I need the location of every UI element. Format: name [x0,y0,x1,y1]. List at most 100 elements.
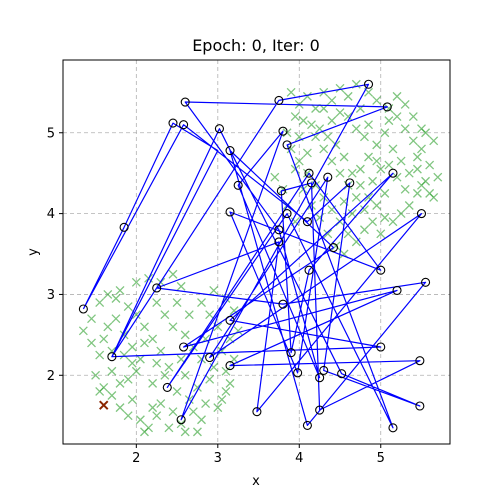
sample-point [298,116,308,126]
sample-point [372,95,382,105]
tour-node [78,304,88,314]
tour-node [176,415,186,425]
sample-point [180,370,190,380]
sample-point [412,188,422,198]
sample-point [404,201,414,210]
tour-node [304,168,314,178]
sample-point [290,164,300,174]
sample-point [351,237,361,247]
tour-node [225,207,235,217]
sample-point [384,116,394,126]
start-marker [99,400,109,410]
tour-node [345,178,355,188]
tour-node [302,217,312,227]
sample-point [209,362,219,372]
sample-point [201,399,211,409]
sample-point [217,395,227,404]
y-axis-label: y [26,248,41,256]
sample-point [164,423,174,433]
tour-node [376,265,386,275]
x-tick-label: 2 [132,451,140,466]
sample-point [197,354,206,364]
tour-node [274,237,284,247]
tour-node [304,265,314,275]
sample-point [433,172,443,182]
sample-point [347,209,357,219]
sample-point [380,213,390,223]
sample-point [396,209,406,219]
sample-point [152,298,162,307]
sample-point [335,168,345,178]
sample-point [351,192,361,202]
tour-node [276,186,286,196]
sample-point [421,128,431,138]
sample-point [327,116,337,126]
sample-point [396,156,406,166]
sample-point [115,285,125,295]
tour-node [107,352,117,362]
sample-point [302,168,312,178]
sample-point [205,310,215,320]
sample-point [359,205,369,215]
sample-point [359,225,369,235]
sample-point [412,164,422,174]
tour-node [363,79,374,89]
y-tick-label: 5 [47,126,55,141]
sample-point [392,112,402,122]
sample-point [107,366,117,376]
plot-frame [62,59,451,445]
sample-point [429,136,439,146]
tour-node [415,401,425,411]
tour-node [180,97,190,107]
sample-point [205,374,215,384]
sample-point [364,152,373,162]
tour-node [119,222,129,232]
sample-point [119,350,129,360]
sample-point [323,229,333,239]
sample-point [307,120,316,130]
tour-node [315,373,325,383]
sample-point [368,217,378,227]
sample-point [388,217,398,227]
sample-point [392,172,402,182]
tour-node [274,225,284,235]
tour-path [82,83,427,429]
sample-point [400,184,410,194]
sample-point [327,156,337,166]
y-tick-label: 4 [47,207,55,222]
x-axis-label: x [252,474,260,489]
sample-point [156,346,166,356]
sample-point [164,362,174,372]
sample-point [140,322,149,332]
x-tick-label: 3 [214,451,222,466]
tour-node [179,342,189,352]
tour-node [233,180,243,190]
sample-point [384,160,394,170]
sample-point [217,346,227,356]
tour-node [421,277,431,287]
sample-point [404,168,414,178]
sample-point [355,180,365,190]
tour-node [278,126,288,136]
sample-point [176,281,186,291]
sample-point [388,144,398,154]
sample-point [95,350,105,360]
start-point [99,400,109,410]
sample-point [148,403,158,413]
sample-point [180,330,190,340]
sample-point [127,395,137,404]
sample-point [417,144,426,154]
y-tick-label: 3 [47,288,55,303]
tour-node [168,118,178,128]
sample-point [355,164,365,174]
sample-point [148,378,158,388]
sample-point [302,148,312,158]
tour-node [388,423,398,433]
sample-point [156,399,166,409]
sample-point [319,144,329,154]
tour-node [214,124,224,134]
sample-point [160,310,170,320]
sample-point [351,124,361,134]
sample-point [123,302,133,312]
